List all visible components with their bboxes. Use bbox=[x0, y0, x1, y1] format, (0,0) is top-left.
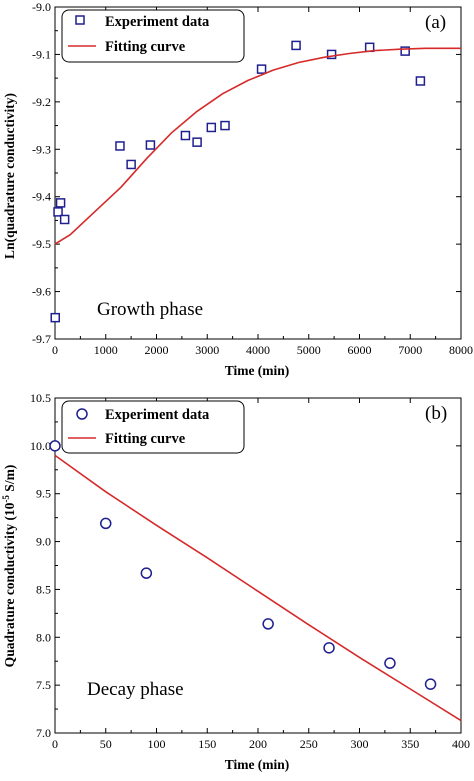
x-axis-title: Time (min) bbox=[225, 363, 290, 378]
x-tick-label: 100 bbox=[148, 737, 166, 751]
y-tick-label: -9.4 bbox=[32, 190, 51, 204]
y-tick-label: -9.0 bbox=[32, 0, 51, 14]
experiment-data-point bbox=[262, 618, 274, 630]
x-tick-label: 4000 bbox=[246, 343, 270, 357]
experiment-data-point bbox=[180, 130, 191, 141]
y-axis-title-superscript: -5 bbox=[1, 495, 11, 503]
y-tick-label: 10.0 bbox=[30, 439, 51, 453]
x-tick-label: 300 bbox=[351, 737, 369, 751]
y-axis-title: Quadrature conductivity (10-5 S/m) bbox=[1, 465, 17, 668]
experiment-data-point bbox=[126, 159, 136, 170]
x-tick-label: 6000 bbox=[348, 343, 372, 357]
x-tick-label: 5000 bbox=[297, 343, 321, 357]
experiment-data-point bbox=[326, 49, 337, 60]
x-tick-label: 8000 bbox=[449, 343, 473, 357]
x-tick-label: 400 bbox=[452, 737, 470, 751]
x-tick-label: 7000 bbox=[398, 343, 422, 357]
experiment-data-point bbox=[400, 46, 410, 56]
legend-box bbox=[61, 9, 245, 63]
experiment-data-point bbox=[100, 517, 112, 530]
x-tick-label: 0 bbox=[52, 343, 58, 357]
fitting-curve-line bbox=[54, 454, 462, 722]
experiment-data-point bbox=[384, 657, 396, 669]
legend-box bbox=[61, 400, 245, 454]
y-tick-label: -9.5 bbox=[32, 237, 51, 251]
y-tick-label: 7.0 bbox=[36, 726, 51, 740]
legend-marker-experiment bbox=[76, 408, 88, 420]
panel-label: (b) bbox=[425, 403, 447, 424]
experiment-data-point bbox=[192, 137, 202, 147]
x-tick-label: 0 bbox=[52, 737, 58, 751]
experiment-data-point bbox=[140, 567, 153, 579]
x-tick-label: 50 bbox=[100, 737, 112, 751]
y-tick-label: -9.7 bbox=[32, 332, 51, 346]
experiment-data-point bbox=[220, 120, 230, 131]
plot-layer: 0 50 100 150 200 250 300 350 400 7.0 7.5 8.0 8.5 9.0 9… bbox=[30, 391, 470, 751]
plot-layer: 0 1000 2000 3000 4000 5000 6000 7000 8000 -9.7 -9.… bbox=[32, 0, 473, 357]
y-tick-label: 8.0 bbox=[36, 630, 51, 644]
fitting-curve-line bbox=[54, 47, 461, 245]
y-tick-label: 10.5 bbox=[30, 391, 51, 405]
panel-b: 0 50 100 150 200 250 300 350 400 7.0 7.5 8.0 8.5 9.0 9… bbox=[1, 391, 470, 772]
y-tick-label: 8.5 bbox=[36, 582, 51, 596]
legend-label-experiment: Experiment data bbox=[105, 14, 210, 30]
y-tick-label: -9.2 bbox=[32, 95, 51, 109]
y-axis-title-tail: S/m) bbox=[2, 465, 17, 495]
experiment-data-point bbox=[55, 198, 66, 208]
y-tick-label: -9.3 bbox=[32, 142, 51, 156]
experiment-data-point bbox=[59, 214, 70, 225]
x-tick-label: 150 bbox=[198, 737, 216, 751]
y-axis-title: Ln(quadrature conductivity) bbox=[2, 93, 17, 259]
experiment-data-point bbox=[115, 141, 125, 151]
experiment-data-point bbox=[206, 122, 217, 133]
x-tick-label: 350 bbox=[401, 737, 419, 751]
panel-a: 0 1000 2000 3000 4000 5000 6000 7000 8000 -9.7 -9.… bbox=[2, 0, 473, 378]
x-tick-label: 200 bbox=[249, 737, 267, 751]
x-tick-label: 250 bbox=[300, 737, 318, 751]
legend-marker-experiment bbox=[75, 15, 85, 25]
experiment-data-point bbox=[291, 40, 301, 51]
experiment-data-point bbox=[256, 64, 267, 74]
y-axis-title-main: Quadrature conductivity (10 bbox=[2, 502, 17, 667]
phase-annotation: Growth phase bbox=[97, 299, 203, 320]
x-axis-title: Time (min) bbox=[225, 757, 290, 772]
y-tick-label: -9.1 bbox=[32, 47, 51, 61]
y-tick-label: 7.5 bbox=[36, 678, 51, 692]
x-tick-label: 2000 bbox=[145, 343, 169, 357]
experiment-data-point bbox=[145, 140, 156, 150]
y-tick-label: 9.0 bbox=[36, 535, 51, 549]
experiment-data-point bbox=[415, 76, 426, 86]
legend-label-fitting: Fitting curve bbox=[105, 39, 186, 55]
y-tick-label: 9.5 bbox=[36, 487, 51, 501]
panel-label: (a) bbox=[425, 12, 446, 33]
x-tick-label: 1000 bbox=[94, 343, 118, 357]
legend-label-fitting: Fitting curve bbox=[105, 431, 186, 447]
experiment-data-point bbox=[323, 642, 335, 654]
experiment-data-point bbox=[50, 312, 61, 323]
y-tick-label: -9.6 bbox=[32, 285, 51, 299]
x-tick-label: 3000 bbox=[195, 343, 219, 357]
phase-annotation: Decay phase bbox=[87, 679, 184, 700]
legend-label-experiment: Experiment data bbox=[105, 407, 210, 423]
experiment-data-point bbox=[424, 678, 437, 690]
experiment-data-point bbox=[53, 207, 63, 217]
experiment-data-point bbox=[49, 440, 61, 452]
